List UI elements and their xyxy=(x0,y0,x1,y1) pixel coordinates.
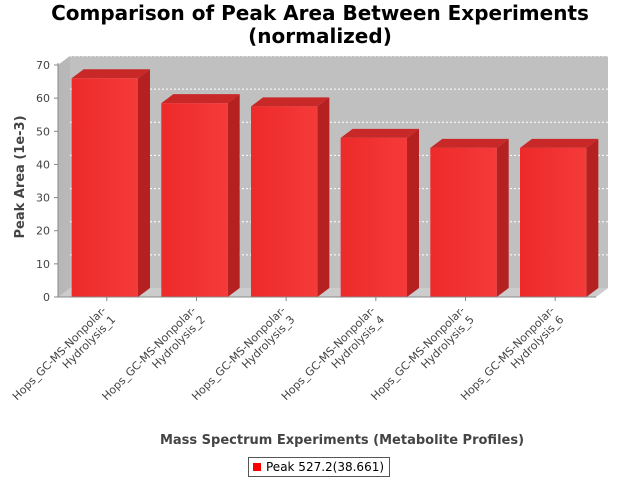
legend-label: Peak 527.2(38.661) xyxy=(266,460,385,474)
bar-front xyxy=(71,78,139,297)
y-tick-label: 50 xyxy=(36,125,50,138)
bar-side xyxy=(138,69,151,297)
gridlines xyxy=(70,55,608,256)
legend: Peak 527.2(38.661) xyxy=(248,457,391,477)
chart-title-line-1: Comparison of Peak Area Between Experime… xyxy=(51,1,589,25)
chart-title-line-2: (normalized) xyxy=(248,24,392,48)
bar-front xyxy=(430,147,497,297)
y-tick-label: 40 xyxy=(36,158,50,171)
bar-front xyxy=(161,103,228,297)
bar-top xyxy=(161,94,240,104)
x-axis: Hops_GC-MS-Nonpolar-Hydrolysis_1Hops_GC-… xyxy=(10,296,596,403)
bar-top xyxy=(519,138,599,148)
y-tick-label: 70 xyxy=(36,59,50,72)
bar xyxy=(430,138,509,297)
legend-swatch xyxy=(253,463,261,471)
bar-side xyxy=(317,97,330,297)
bar-side xyxy=(496,138,509,297)
y-tick-label: 20 xyxy=(36,225,50,238)
y-tick-label: 0 xyxy=(43,291,50,304)
y-tick-label: 10 xyxy=(36,258,50,271)
bar xyxy=(250,97,330,297)
bar-front xyxy=(340,137,408,297)
bar-top xyxy=(340,128,420,138)
bars xyxy=(71,69,599,297)
bar-top xyxy=(71,69,151,79)
bar xyxy=(519,138,599,297)
y-tick-label: 60 xyxy=(36,92,50,105)
y-tick-label: 30 xyxy=(36,192,50,205)
bar xyxy=(340,128,420,297)
y-axis: 0 10 20 30 40 50 60 70 xyxy=(36,59,59,304)
chart-title: Comparison of Peak Area Between Experime… xyxy=(0,2,640,48)
x-axis-label: Mass Spectrum Experiments (Metabolite Pr… xyxy=(160,433,524,448)
bar-side xyxy=(227,94,240,297)
bar-side xyxy=(407,128,420,297)
bar-top xyxy=(250,97,330,107)
plot-side-wall xyxy=(58,56,70,297)
bar xyxy=(71,69,151,297)
bar-top xyxy=(430,138,509,148)
bar-side xyxy=(586,138,599,297)
bar-front xyxy=(519,147,587,297)
bar xyxy=(161,94,240,297)
y-axis-label: Peak Area (1e-3) xyxy=(13,115,28,238)
bar-front xyxy=(250,106,318,297)
